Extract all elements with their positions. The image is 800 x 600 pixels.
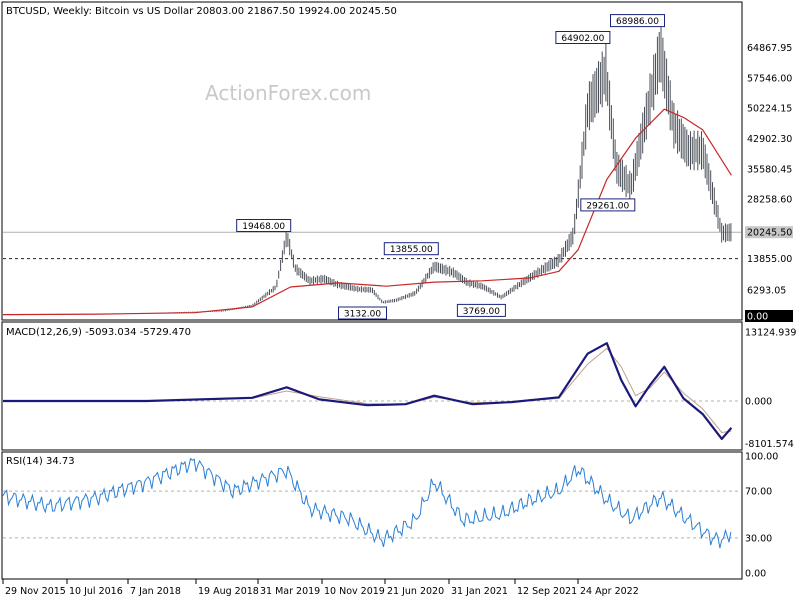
price-axis-tick: 35580.45 [747,164,792,175]
price-axis-tick: 50224.15 [747,104,792,115]
moving-average-line [2,108,732,316]
date-axis-tick: 31 Jan 2021 [451,586,508,597]
price-annotation-label: 64902.00 [561,34,604,44]
price-annotation-box [383,242,439,256]
price-axis-tick: 0.00 [747,312,768,323]
macd-signal-line [3,347,732,433]
rsi-axis-tick: 100.00 [745,452,778,463]
price-annotation-box [555,31,611,44]
price-annotation-box [338,306,387,320]
macd-line [3,342,733,440]
watermark: ActionForex.com [205,81,371,105]
rsi-line [2,457,732,549]
rsi-title: RSI(14) 34.73 [6,456,75,467]
price-annotation-label: 3132.00 [344,310,381,320]
rsi-axis-tick: 70.00 [745,487,772,498]
price-annotation-box [580,198,636,212]
price-annotation-label: 68986.00 [616,17,659,27]
price-axis-badge [745,226,793,239]
date-axis-tick: 24 Apr 2022 [580,586,639,597]
price-annotation-box [236,219,292,232]
rsi-pane-frame [1,451,743,580]
price-axis-badge [745,310,793,322]
date-axis-tick: 10 Nov 2019 [324,586,385,597]
date-axis-tick: 19 Aug 2018 [198,586,259,597]
price-axis-tick: 13855.00 [747,254,792,265]
price-annotation-box [456,303,506,317]
price-annotation-label: 29261.00 [586,201,629,211]
date-axis-tick: 21 Jun 2020 [387,586,444,597]
date-axis-tick: 29 Nov 2015 [5,586,66,597]
date-axis-tick: 10 Jul 2016 [69,586,123,597]
price-axis-tick: 42902.30 [747,134,792,145]
price-annotation-box [610,14,665,28]
macd-axis-tick: -8101.574 [745,439,794,450]
price-annotation-label: 13855.00 [390,245,433,255]
price-title: BTCUSD, Weekly: Bitcoin vs US Dollar 208… [6,6,397,17]
price-annotation-label: 19468.00 [242,222,285,232]
price-axis-tick: 57546.00 [747,73,792,84]
macd-pane-frame [1,321,743,451]
macd-title: MACD(12,26,9) -5093.034 -5729.470 [6,327,191,338]
price-axis-tick: 64867.95 [747,43,792,54]
macd-axis-tick: 0.000 [745,397,772,408]
price-annotation-label: 3769.00 [463,307,500,317]
price-axis-tick: 6293.05 [747,286,786,297]
price-pane-frame [1,1,743,321]
price-axis-tick: 28258.60 [747,195,792,206]
rsi-axis-tick: 30.00 [745,533,772,544]
price-axis-tick: 20245.50 [747,228,792,239]
date-axis-tick: 12 Sep 2021 [517,586,577,597]
chart-layer: 19468.00 3132.00 13855.00 3769.00 64902.00 29… [2,14,796,597]
rsi-axis-tick: 0.00 [745,569,766,580]
date-axis-tick: 31 Mar 2019 [260,586,320,597]
date-axis-tick: 7 Jan 2018 [130,586,181,597]
macd-axis-tick: 13124.939 [745,328,796,339]
